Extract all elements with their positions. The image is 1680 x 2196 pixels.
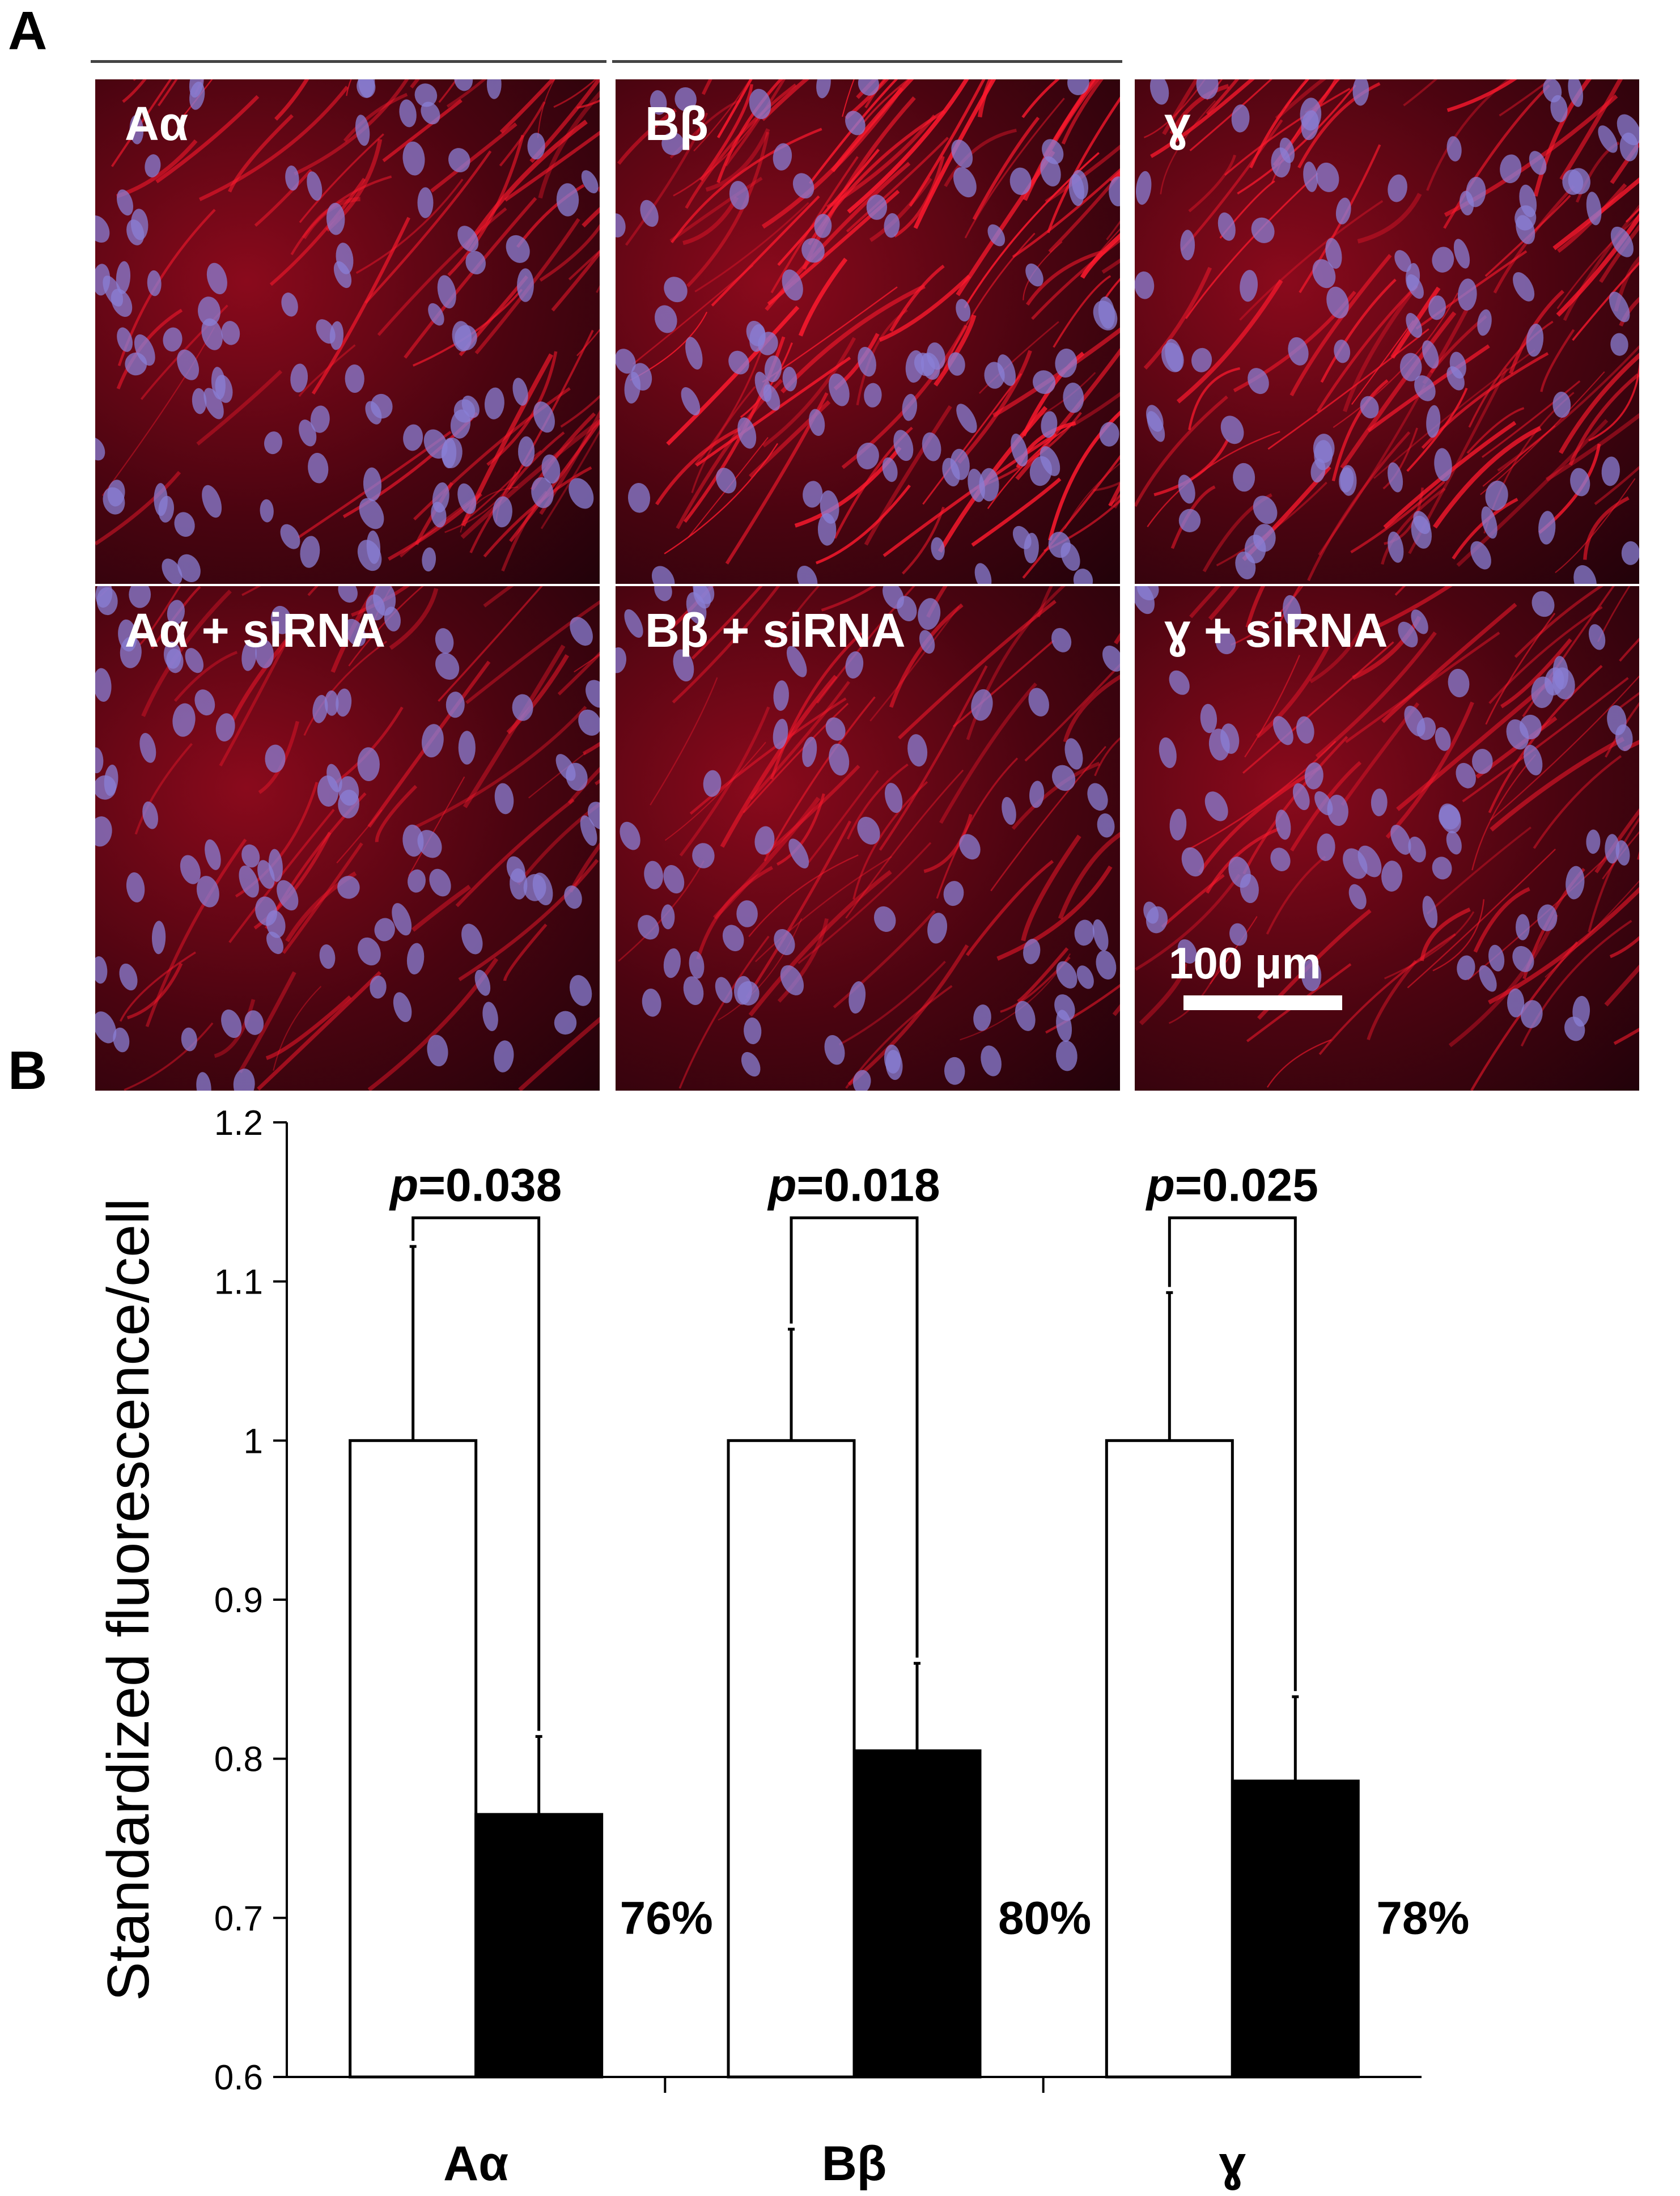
scale-bar-label: 100 μm <box>1169 938 1321 988</box>
p-symbol: p <box>389 1159 418 1211</box>
y-tick-label: 1.1 <box>214 1263 263 1302</box>
bar-sirna <box>852 1749 982 2079</box>
micrograph-label: ɣ + siRNA <box>1164 604 1388 657</box>
p-value-label: p=0.018 <box>767 1159 940 1211</box>
bar-control <box>727 1439 856 2079</box>
group-line-left <box>91 60 606 63</box>
panel-b-letter: B <box>8 1040 48 1101</box>
micrograph-label: ɣ <box>1164 97 1191 150</box>
micrograph-sirna-3: ɣ + siRNA 100 μm <box>1135 586 1639 1091</box>
y-axis-label: Standardized fluorescence/cell <box>96 1198 162 2001</box>
significance-bracket <box>790 1216 919 1658</box>
y-tick-label: 0.6 <box>214 2058 263 2097</box>
micrograph-sirna-1: Aα + siRNA <box>95 586 600 1091</box>
micrograph-label: Bβ + siRNA <box>645 604 906 657</box>
bar-control <box>1105 1439 1234 2079</box>
p-symbol: p <box>767 1159 796 1211</box>
micrograph-image <box>95 79 600 584</box>
scale-bar <box>1183 995 1342 1010</box>
micrograph-control-1: Aα <box>95 79 600 584</box>
p-value-label: p=0.025 <box>1146 1159 1318 1211</box>
micrograph-control-2: Bβ <box>616 79 1120 584</box>
micrograph-image <box>95 586 600 1091</box>
group-line-right <box>612 60 1122 63</box>
p-value-label: p=0.038 <box>389 1159 562 1211</box>
y-tick-label: 0.7 <box>214 1899 263 1938</box>
bar-sirna <box>1231 1779 1360 2079</box>
micrograph-label: Aα + siRNA <box>125 604 386 657</box>
p-value: =0.025 <box>1175 1159 1318 1211</box>
micrograph-control-3: ɣ <box>1135 79 1639 584</box>
p-value: =0.038 <box>418 1159 562 1211</box>
x-category-label: Aα <box>443 2136 508 2191</box>
x-category-label: ɣ <box>1219 2136 1246 2191</box>
bar-control <box>349 1439 478 2079</box>
y-tick-label: 1.2 <box>214 1104 263 1143</box>
bar-sirna <box>474 1813 604 2079</box>
micrograph-label: Bβ <box>645 97 709 150</box>
micrograph-sirna-2: Bβ + siRNA <box>616 586 1120 1091</box>
significance-bracket <box>411 1216 541 1731</box>
p-value: =0.018 <box>797 1159 940 1211</box>
micrograph-image <box>616 586 1120 1091</box>
x-category-label: Bβ <box>822 2136 887 2191</box>
percent-label: 76% <box>620 1892 713 1944</box>
p-symbol: p <box>1146 1159 1175 1211</box>
panel-a-letter: A <box>8 1 48 61</box>
significance-bracket <box>1168 1216 1297 1691</box>
y-tick-label: 0.8 <box>214 1740 263 1779</box>
y-tick-label: 0.9 <box>214 1581 263 1620</box>
bar-chart: 0.6 0.7 0.8 0.9 1 1.1 1.2 Standardized fluoresc… <box>96 1104 1469 2191</box>
micrograph-image <box>616 79 1120 584</box>
y-tick-label: 1 <box>244 1422 263 1461</box>
micrograph-label: Aα <box>125 97 189 150</box>
percent-label: 78% <box>1376 1892 1469 1944</box>
micrograph-image <box>1135 586 1639 1091</box>
micrograph-image <box>1135 79 1639 584</box>
percent-label: 80% <box>998 1892 1091 1944</box>
